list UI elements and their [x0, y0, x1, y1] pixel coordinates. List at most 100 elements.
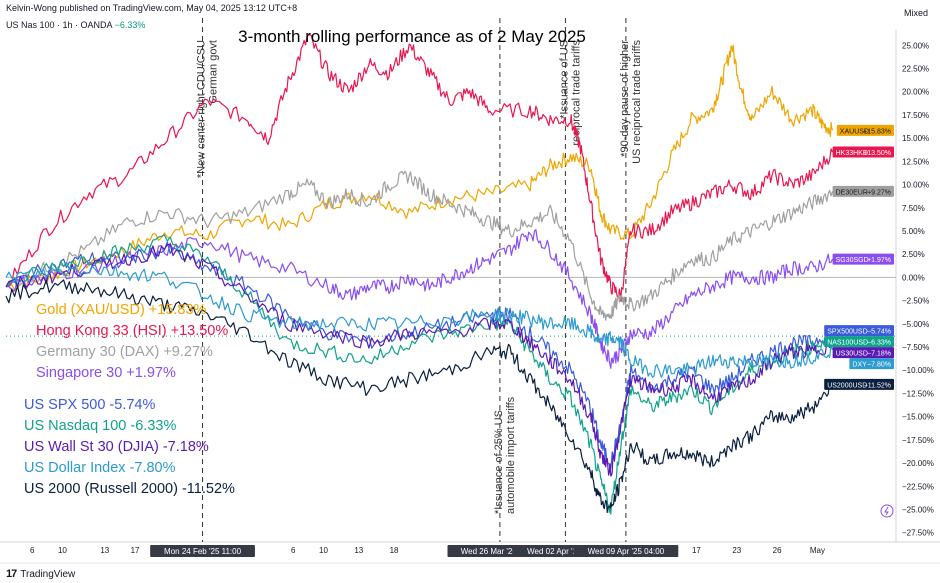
x-highlight-label: Wed 26 Mar '25 01:00: [461, 547, 540, 556]
y-tick-label: 0.00%: [902, 273, 925, 282]
lightning-icon-glyph: [884, 506, 889, 516]
chart-title: 3-month rolling performance as of 2 May …: [238, 27, 586, 46]
y-tick-label: −2.50%: [902, 297, 929, 306]
price-tag-symbol: XAUUSD: [840, 128, 869, 135]
x-tick-label: 10: [319, 546, 328, 555]
x-highlight-label: Wed 02 Apr '25 04:00: [527, 547, 604, 556]
price-tag-symbol: DXY: [852, 362, 867, 369]
series-line[interactable]: [5, 243, 834, 477]
legend-entry: US Dollar Index -7.80%: [24, 460, 176, 476]
lightning-icon[interactable]: [880, 504, 894, 518]
x-tick-label: 23: [732, 546, 741, 555]
x-highlight-label: Mon 24 Feb '25 11:00: [164, 547, 242, 556]
event-label: *Issuance of USreciprocal trade tariffs: [558, 40, 582, 146]
x-highlight-box: [573, 545, 679, 557]
price-tag-symbol: SG30SGD: [836, 257, 869, 264]
legend-entry: Hong Kong 33 (HSI) +13.50%: [36, 323, 228, 339]
y-tick-label: 22.50%: [902, 64, 929, 73]
price-tag: [824, 325, 894, 337]
event-label: *New center-right CDU/CSUGerman govt: [196, 40, 220, 178]
price-tag: [824, 336, 894, 348]
y-tick-label: −10.00%: [902, 366, 934, 375]
symbol-info: US Nas 100 · 1h · OANDA −6.33%: [6, 20, 145, 30]
x-tick-label: 17: [692, 546, 701, 555]
price-tag: [832, 347, 894, 359]
price-tag: [824, 378, 894, 390]
y-tick-label: −25.00%: [902, 506, 934, 515]
price-tag-symbol: US2000USD: [827, 382, 867, 389]
legend-entry: US SPX 500 -5.74%: [24, 397, 155, 413]
legend-entry: US 2000 (Russell 2000) -11.52%: [24, 481, 235, 497]
scale-mode-button[interactable]: Mixed: [903, 8, 928, 18]
x-tick-label: 6: [30, 546, 35, 555]
y-tick-label: 5.00%: [902, 227, 925, 236]
price-tag: [849, 358, 894, 370]
y-tick-label: −5.00%: [902, 320, 929, 329]
y-tick-label: −7.50%: [902, 343, 929, 352]
event-label: *Issuance of 25% USautomobile import tar…: [493, 396, 517, 514]
legend-entry: Germany 30 (DAX) +9.27%: [36, 344, 213, 360]
legend-entry: Singapore 30 +1.97%: [36, 365, 176, 381]
x-highlight-box: [150, 545, 255, 557]
x-tick-label: 17: [131, 546, 140, 555]
symbol-change: −6.33%: [114, 20, 146, 30]
price-tag: [832, 146, 894, 158]
y-tick-label: 15.00%: [902, 134, 929, 143]
price-tag-symbol: SPX500USD: [827, 329, 867, 336]
price-tag: [832, 185, 894, 197]
y-tick-label: −15.00%: [902, 413, 934, 422]
series-line[interactable]: [5, 234, 833, 515]
price-tag-symbol: US30USD: [836, 351, 868, 358]
price-tag-value: +15.83%: [863, 128, 891, 135]
price-tag-value: +9.27%: [867, 189, 891, 196]
price-tag-value: +1.97%: [867, 257, 891, 264]
price-tag: [832, 253, 894, 265]
price-tag-value: −5.74%: [867, 329, 891, 336]
x-tick-label: 6: [291, 546, 296, 555]
footer-brand: 17 TradingView: [6, 568, 75, 580]
series-line[interactable]: [5, 170, 834, 321]
y-tick-label: −12.50%: [902, 389, 934, 398]
x-tick-label: 26: [773, 546, 782, 555]
y-tick-label: 2.50%: [902, 250, 925, 259]
price-tag-value: −11.52%: [864, 382, 891, 389]
legend-entry: Gold (XAU/USD) +15.83%: [36, 302, 207, 318]
legend-entry: US Nasdaq 100 -6.33%: [24, 418, 176, 434]
y-tick-label: −27.50%: [902, 529, 934, 538]
y-tick-label: 7.50%: [902, 204, 925, 213]
x-tick-label: 18: [390, 546, 399, 555]
symbol-name: US Nas 100 · 1h · OANDA: [6, 20, 113, 30]
publisher-info: Kelvin-Wong published on TradingView.com…: [6, 3, 298, 13]
y-tick-label: 20.00%: [902, 88, 929, 97]
series-line[interactable]: [5, 279, 833, 514]
series-line[interactable]: [5, 34, 834, 302]
price-tag-value: −7.80%: [867, 362, 891, 369]
y-tick-label: 17.50%: [902, 111, 929, 120]
tradingview-logo-icon: 17: [6, 568, 17, 580]
brand-name: TradingView: [20, 568, 76, 580]
y-tick-label: 25.00%: [902, 41, 929, 50]
series-line[interactable]: [6, 229, 834, 369]
x-highlight-label: Wed 09 Apr '25 04:00: [588, 547, 665, 556]
price-tag-value: −6.33%: [867, 340, 891, 347]
y-tick-label: −17.50%: [902, 436, 934, 445]
price-tag: [836, 124, 894, 136]
price-tag-symbol: DE30EUR: [836, 189, 868, 196]
price-tag-value: −7.18%: [867, 351, 891, 358]
x-tick-label: May: [810, 546, 825, 555]
y-tick-label: −20.00%: [902, 459, 934, 468]
price-tag-symbol: HK33HKD: [836, 150, 868, 157]
series-line[interactable]: [5, 44, 834, 291]
series-line[interactable]: [5, 264, 834, 378]
price-tag-value: +13.50%: [863, 150, 891, 157]
x-tick-label: 13: [354, 546, 363, 555]
y-tick-label: 10.00%: [902, 181, 929, 190]
y-tick-label: 12.50%: [902, 157, 929, 166]
x-tick-label: 10: [58, 546, 67, 555]
legend-entry: US Wall St 30 (DJIA) -7.18%: [24, 439, 209, 455]
x-tick-label: 13: [100, 546, 109, 555]
price-tag-symbol: NAS100USD: [827, 340, 868, 347]
y-tick-label: −22.50%: [902, 482, 934, 491]
event-label: *90-day pause of higherUS reciprocal tra…: [619, 40, 643, 164]
